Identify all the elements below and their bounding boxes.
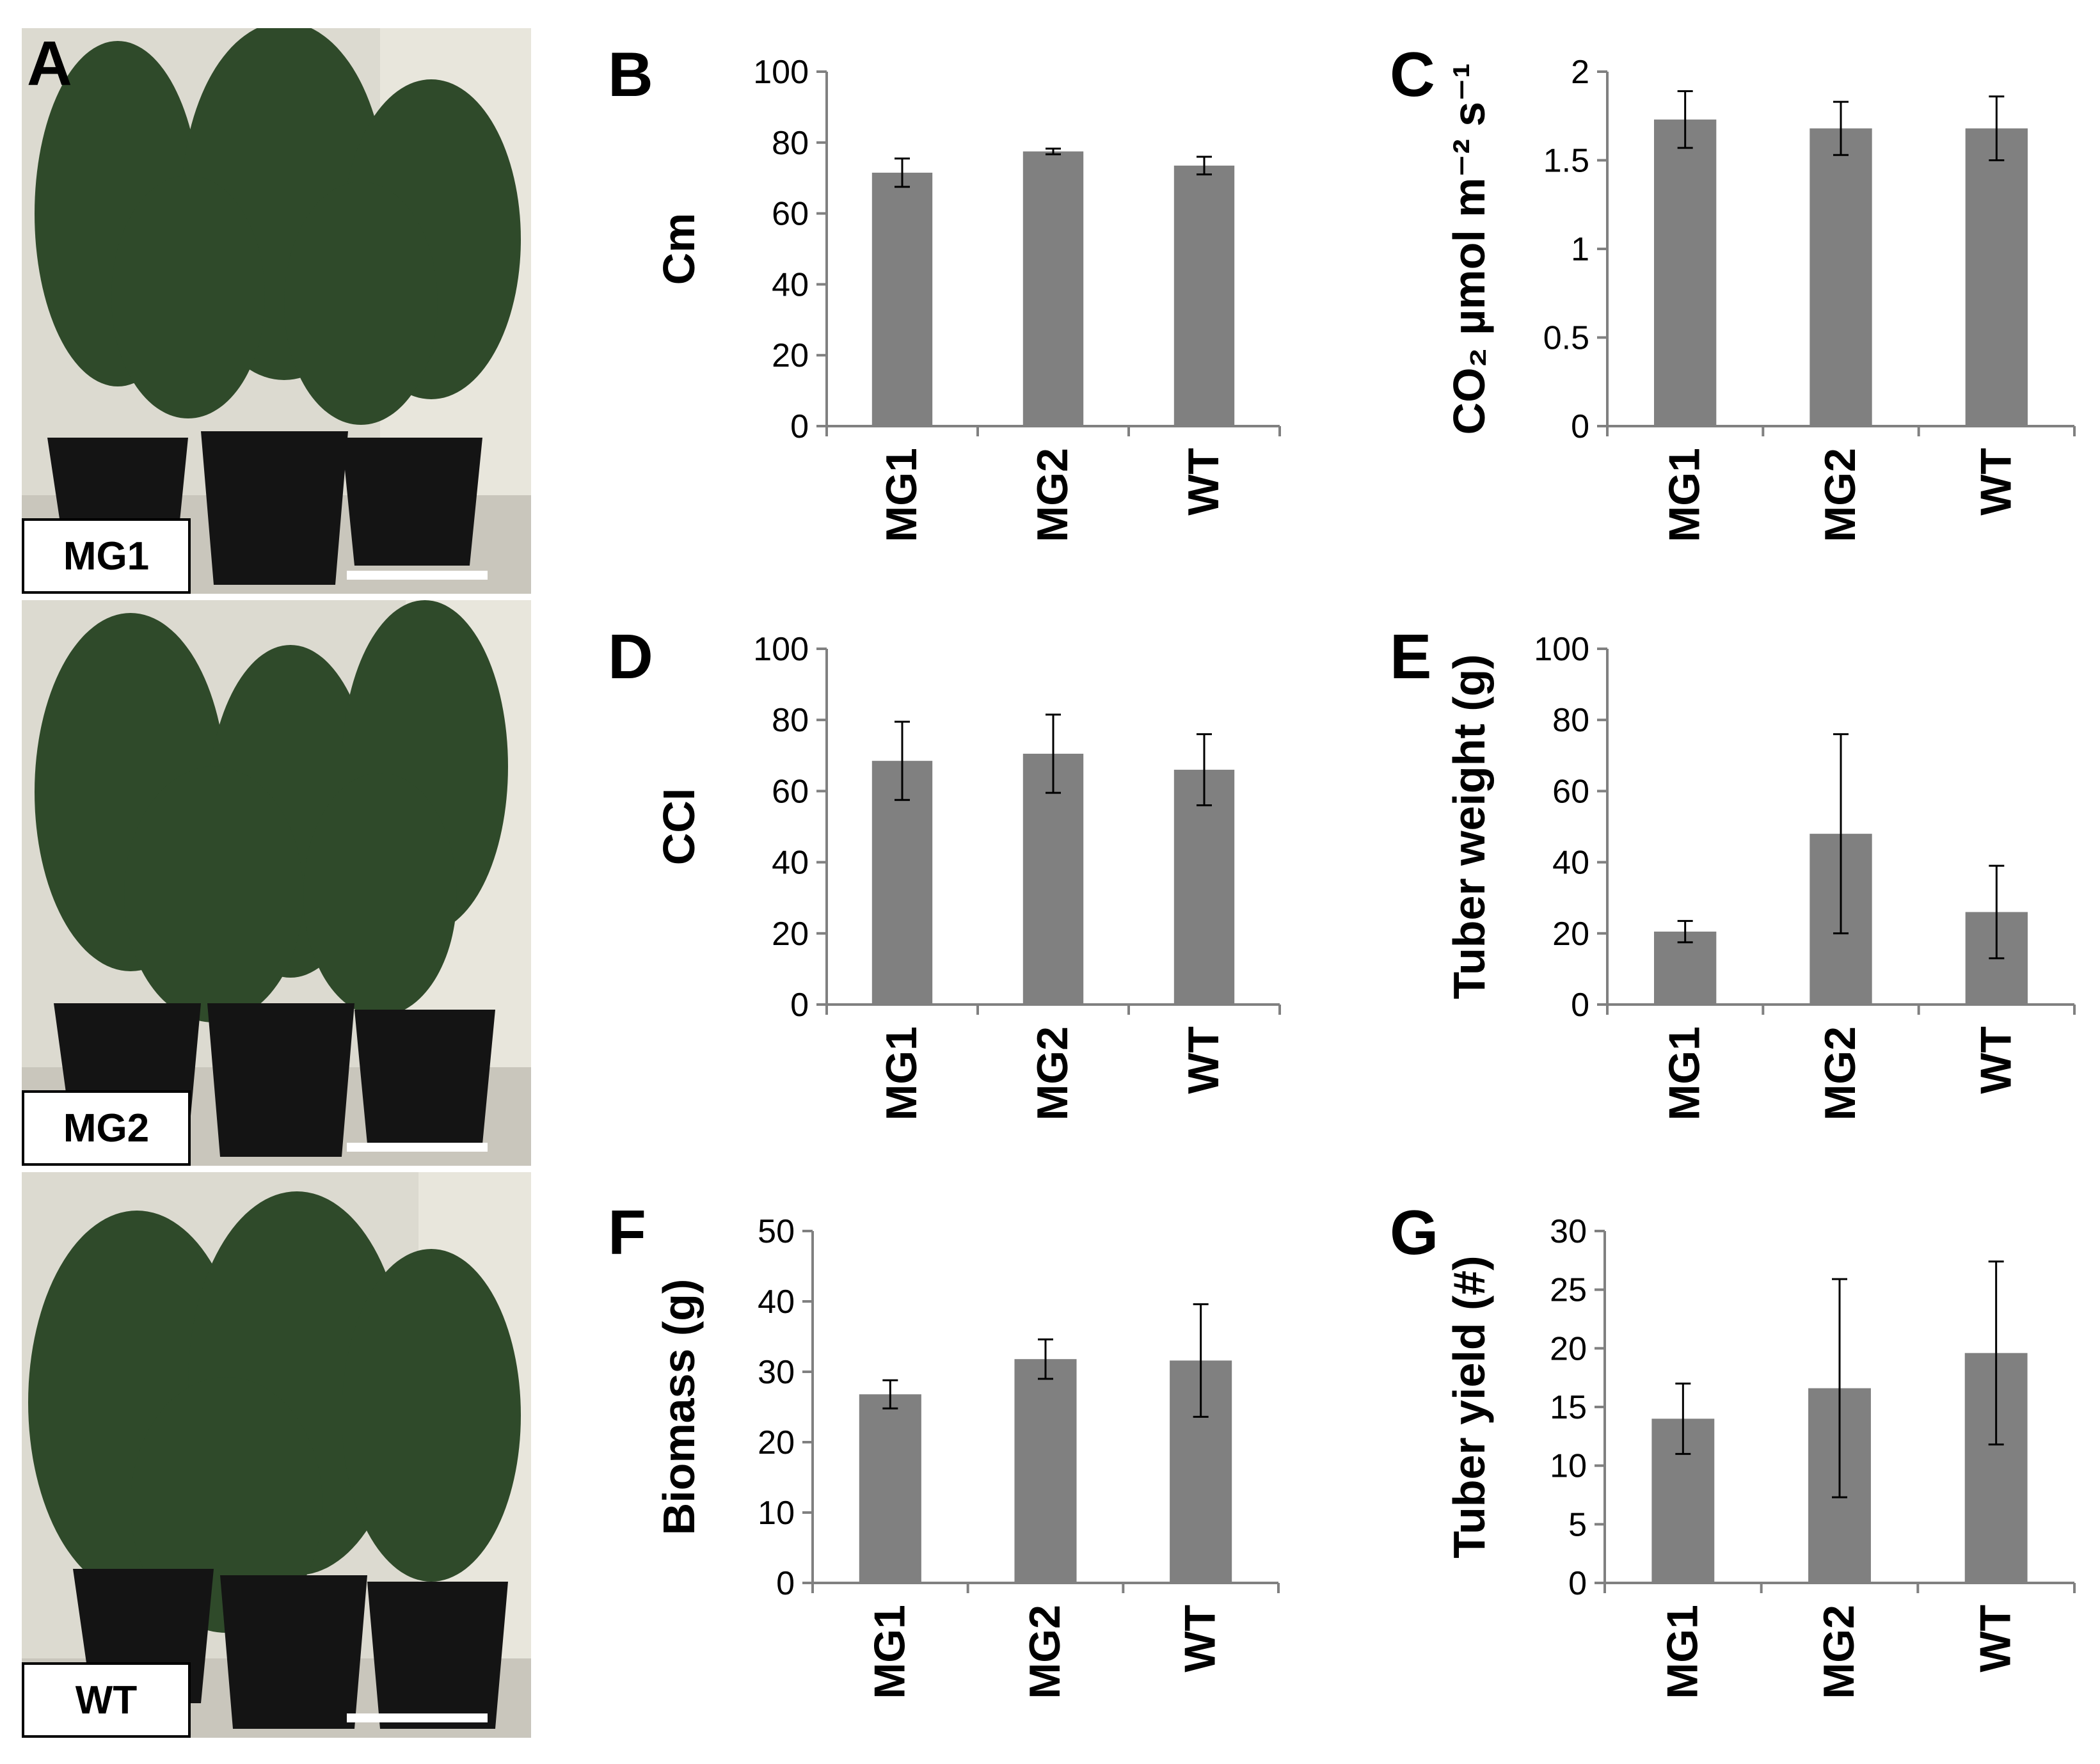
y-tick-label-e: 20 xyxy=(1552,916,1589,953)
bar-b-wt xyxy=(1173,165,1235,426)
genotype-label-mg2: MG2 xyxy=(22,1090,191,1166)
y-tick-label-d: 0 xyxy=(790,987,809,1024)
photo-panel-mg1: A MG1 xyxy=(22,28,531,594)
bar-f-mg2 xyxy=(1014,1359,1077,1583)
y-tick-label-b: 100 xyxy=(753,54,809,91)
y-tick-label-e: 0 xyxy=(1571,987,1589,1024)
bar-d-mg2 xyxy=(1022,754,1084,1005)
scale-bar-mg2 xyxy=(347,1143,488,1152)
y-axis-label-e: Tuber weight (g) xyxy=(1444,654,1494,999)
y-tick-label-f: 30 xyxy=(758,1354,795,1391)
bar-c-wt xyxy=(1965,128,2028,426)
category-label-g: MG2 xyxy=(1815,1605,1863,1699)
plant-photo-wt xyxy=(22,1172,531,1738)
y-tick-label-f: 50 xyxy=(758,1213,795,1250)
y-tick-label-f: 10 xyxy=(758,1495,795,1532)
bar-f-mg1 xyxy=(859,1394,921,1583)
y-tick-label-g: 30 xyxy=(1550,1213,1587,1250)
y-tick-label-d: 20 xyxy=(772,916,809,953)
y-axis-label-b: Cm xyxy=(654,213,704,285)
y-tick-label-d: 40 xyxy=(772,845,809,882)
genotype-label-wt: WT xyxy=(22,1662,191,1738)
y-axis-label-c: CO₂ µmol m⁻² s⁻¹ xyxy=(1444,63,1494,435)
bar-c-mg1 xyxy=(1654,119,1717,427)
panel-label-f: F xyxy=(608,1197,646,1267)
bar-b-mg2 xyxy=(1022,151,1084,426)
y-tick-label-c: 1.5 xyxy=(1543,143,1589,180)
y-tick-label-d: 60 xyxy=(772,773,809,810)
y-axis-label-f: Biomass (g) xyxy=(654,1279,704,1536)
category-label-d: MG2 xyxy=(1028,1026,1077,1120)
bar-d-mg1 xyxy=(871,761,933,1005)
category-label-f: MG1 xyxy=(865,1605,914,1699)
y-tick-label-e: 80 xyxy=(1552,702,1589,739)
y-tick-label-g: 25 xyxy=(1550,1272,1587,1309)
category-label-b: WT xyxy=(1179,448,1228,516)
category-label-d: WT xyxy=(1179,1026,1228,1094)
bar-d-wt xyxy=(1173,770,1235,1005)
y-tick-label-f: 20 xyxy=(758,1424,795,1461)
photo-panel-wt: WT xyxy=(22,1172,531,1738)
y-tick-label-g: 5 xyxy=(1568,1506,1587,1543)
panel-label-d: D xyxy=(608,621,653,692)
y-tick-label-g: 0 xyxy=(1568,1565,1587,1602)
category-label-b: MG1 xyxy=(877,448,926,542)
y-tick-label-g: 20 xyxy=(1550,1330,1587,1367)
category-label-g: WT xyxy=(1971,1605,2020,1673)
y-tick-label-d: 100 xyxy=(753,631,809,668)
category-label-e: MG2 xyxy=(1816,1026,1865,1120)
y-tick-label-e: 40 xyxy=(1552,845,1589,882)
y-tick-label-f: 0 xyxy=(776,1565,795,1602)
category-label-e: WT xyxy=(1971,1026,2020,1094)
panel-label-c: C xyxy=(1390,39,1435,109)
category-label-b: MG2 xyxy=(1028,448,1077,542)
y-tick-label-c: 0 xyxy=(1571,408,1589,445)
category-label-c: MG2 xyxy=(1816,448,1865,542)
photo-panel-mg2: MG2 xyxy=(22,600,531,1166)
y-tick-label-c: 0.5 xyxy=(1543,320,1589,357)
category-label-g: MG1 xyxy=(1658,1605,1706,1699)
y-tick-label-g: 10 xyxy=(1550,1448,1587,1485)
panel-label-b: B xyxy=(608,39,653,109)
scale-bar-mg1 xyxy=(347,571,488,580)
y-tick-label-e: 60 xyxy=(1552,773,1589,810)
y-tick-label-g: 15 xyxy=(1550,1389,1587,1426)
category-label-d: MG1 xyxy=(877,1026,926,1120)
bar-b-mg1 xyxy=(871,172,933,426)
y-tick-label-b: 80 xyxy=(772,125,809,162)
y-tick-label-b: 60 xyxy=(772,196,809,233)
panel-label-a: A xyxy=(27,28,72,99)
category-label-e: MG1 xyxy=(1660,1026,1709,1120)
category-label-f: WT xyxy=(1176,1605,1225,1673)
y-tick-label-c: 2 xyxy=(1571,54,1589,91)
y-tick-label-b: 20 xyxy=(772,337,809,374)
y-axis-label-d: CCI xyxy=(654,788,704,866)
plant-photo-mg1 xyxy=(22,28,531,594)
scale-bar-wt xyxy=(347,1713,488,1722)
bar-c-mg2 xyxy=(1810,128,1872,426)
panel-label-e: E xyxy=(1390,621,1431,692)
y-tick-label-f: 40 xyxy=(758,1283,795,1321)
y-tick-label-b: 40 xyxy=(772,266,809,303)
genotype-label-mg1: MG1 xyxy=(22,518,191,594)
panel-label-g: G xyxy=(1390,1197,1438,1267)
y-tick-label-b: 0 xyxy=(790,408,809,445)
category-label-f: MG2 xyxy=(1021,1605,1069,1699)
category-label-c: MG1 xyxy=(1660,448,1709,542)
category-label-c: WT xyxy=(1971,448,2020,516)
y-axis-label-g: Tuber yield (#) xyxy=(1444,1255,1494,1558)
y-tick-label-d: 80 xyxy=(772,702,809,739)
y-tick-label-c: 1 xyxy=(1571,231,1589,268)
bar-e-mg1 xyxy=(1654,932,1717,1005)
y-tick-label-e: 100 xyxy=(1534,631,1589,668)
